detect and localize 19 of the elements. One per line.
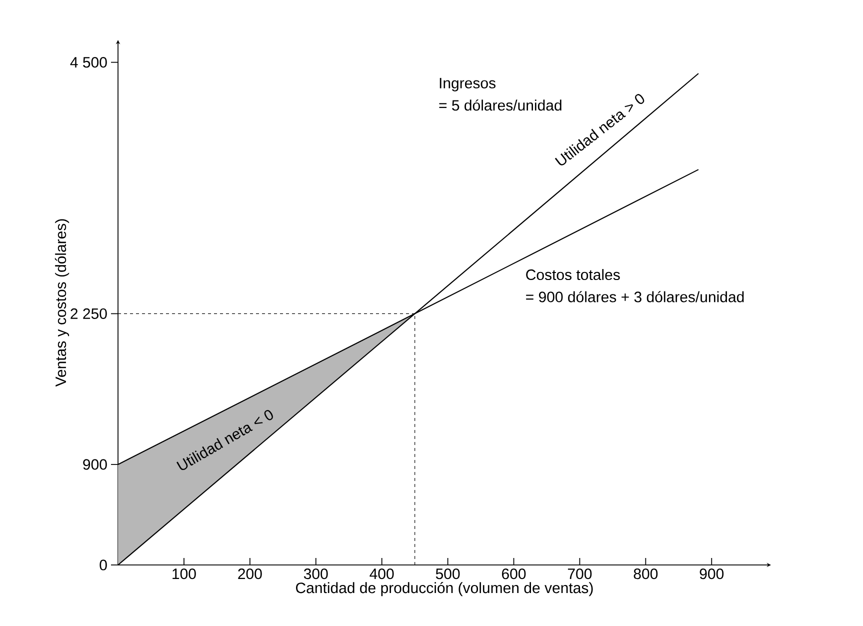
y-tick-label: 0 [100,560,107,570]
x-tick-label: 200 [238,568,262,580]
y-tick-label: 2 250 [70,308,107,319]
y-tick-label: 900 [83,459,107,470]
x-tick-label: 100 [172,568,196,580]
x-tick-label: 500 [436,568,460,580]
annotation: Ingresos [440,78,496,92]
annotation: = 900 dólares + 3 dólares/unidad [526,291,744,302]
x-tick-label: 800 [634,568,658,580]
x-tick-label: 900 [700,568,724,580]
y-tick-label: 4 500 [70,57,107,68]
x-tick-label: 400 [370,568,394,580]
annotation: Costos totales [526,269,620,280]
annotation: = 5 dólares/unidad [439,99,562,111]
x-tick-label: 700 [568,568,592,580]
x-tick-label: 600 [502,568,526,580]
x-tick-label: 300 [304,568,328,580]
y-axis-title: Ventas y costos (dólares) [54,219,70,387]
x-axis-title: Cantidad de producción (volumen de ventas) [296,582,593,596]
